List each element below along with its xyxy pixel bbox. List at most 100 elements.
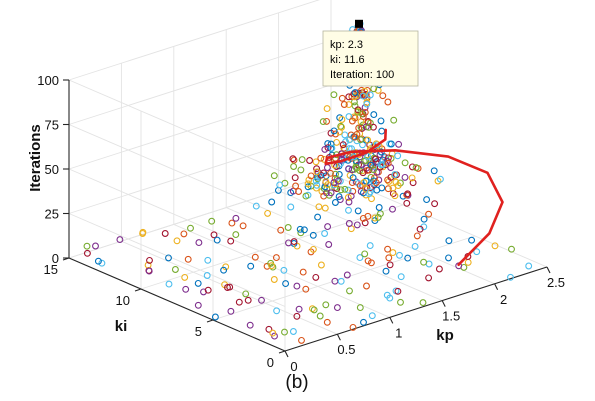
scatter-point [309,231,317,239]
scatter-point [369,123,377,131]
scatter-point [295,188,303,195]
grid-line-floor-kp [226,207,443,302]
scatter-point [270,172,278,180]
scatter-point [291,174,299,182]
y-tick-label: 10 [116,293,130,308]
scatter-point [392,178,400,186]
scatter-point [224,284,231,291]
scatter-point [296,225,304,233]
scatter-point [304,183,312,191]
scatter-point [287,203,295,211]
scatter-point [349,187,357,195]
datatip-marker-square[interactable] [355,19,363,28]
scatter-point [323,318,331,326]
scatter-point [173,237,181,245]
scatter-point [232,214,240,222]
z-tick-label: 0 [52,251,59,266]
scatter-point [94,257,102,265]
scatter-point [290,238,298,246]
scatter-point [308,305,316,313]
scatter-point [355,124,363,132]
x-tick-label: 0.5 [337,342,355,357]
scatter-point [366,188,374,196]
scatter-point [385,177,393,185]
scatter-point [419,299,427,307]
scatter-point [508,245,515,253]
y-axis-line [68,257,286,352]
scatter-point [353,92,360,100]
scatter-point [389,184,397,192]
scatter-point [397,273,405,281]
scatter-point [370,166,378,174]
scatter-point [213,236,221,244]
scatter-point [391,192,399,200]
scatter-point [264,209,272,217]
scatter-point [298,156,306,164]
scatter-point [416,225,424,233]
grid-line-back-iter [68,129,332,214]
scatter-point [384,245,392,253]
grid-line-back-iter [68,173,332,259]
scatter-point [330,127,338,135]
scatter-point [401,159,409,167]
datatip-line-iteration: Iteration: 100 [330,69,394,81]
x-axis-line [284,266,548,352]
scatter-point [361,250,369,258]
scatter-point [354,106,362,114]
scatter-point [352,163,360,171]
x-tick-mark [546,266,551,274]
scatter-point [324,223,332,231]
scatter-point [340,101,348,108]
scatter-point [373,141,381,149]
scatter-point [298,336,305,344]
datatip: kp: 2.3 ki: 11.6 Iteration: 100 [322,30,419,87]
scatter-point [386,294,394,302]
grid-line-back-iter [68,84,332,170]
datatip-marker[interactable] [355,19,363,28]
grid-line-floor-kp [330,173,548,268]
scatter-point [387,140,395,148]
scatter-point [372,179,380,187]
z-tick-label: 50 [45,162,59,177]
scatter-point [344,186,352,194]
scatter-point [401,173,409,181]
scatter-point [507,273,514,281]
scatter-point [468,236,476,244]
scatter-point [317,154,325,162]
scatter-point [384,185,392,193]
scatter-point [242,290,250,298]
y-axis-label: ki [115,318,128,335]
scatter-point [356,254,364,262]
scatter-point [325,241,333,248]
x-tick-label: 0 [290,359,297,374]
scatter-point [317,261,325,269]
scatter-point [309,245,317,253]
scatter-point [313,181,321,189]
scatter-point [327,189,335,197]
scatter-point [299,268,307,276]
scatter-point [187,224,194,232]
scatter-point [379,92,387,100]
scatter-point [295,305,303,313]
scatter-point [360,318,367,326]
scatter-point [396,251,403,259]
scatter-point [348,179,356,187]
scatter-point [227,307,235,315]
scatter-point [404,190,412,198]
x-tick-label: 1.5 [442,309,460,324]
scatter-point [272,254,280,262]
scatter-point [351,102,359,110]
grid-line-left-iter [68,168,286,263]
scatter-point [394,182,402,190]
scatter-point [312,177,320,185]
scatter-point [247,262,255,270]
scatter-point [335,193,343,201]
scatter-point [313,168,321,176]
scatter-point [473,248,481,256]
scatter-point [116,236,124,244]
scatter-point [349,174,357,182]
scatter-point [384,159,392,167]
scatter-point [346,287,353,295]
scatter-point [351,89,359,97]
scatter-point [351,133,359,141]
